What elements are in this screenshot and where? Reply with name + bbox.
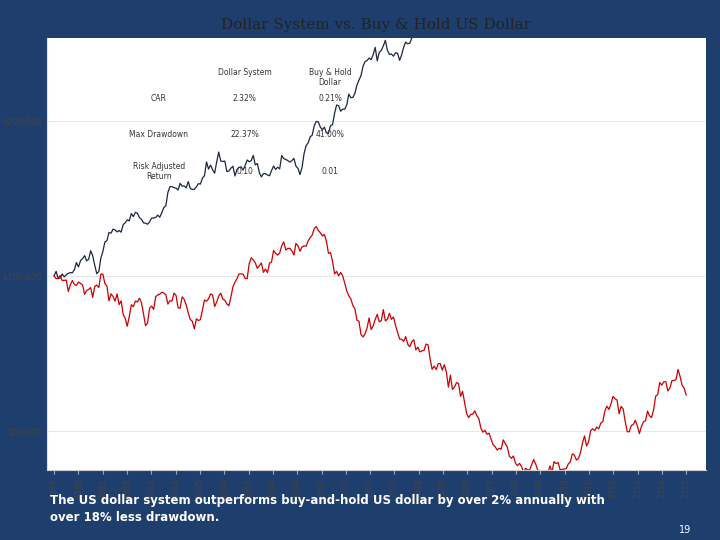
- Text: 22.37%: 22.37%: [230, 131, 258, 139]
- Text: 19: 19: [679, 524, 691, 535]
- Text: Risk Adjusted
Return: Risk Adjusted Return: [132, 162, 185, 181]
- Text: 0.21%: 0.21%: [318, 94, 342, 103]
- Title: Dollar System vs. Buy & Hold US Dollar: Dollar System vs. Buy & Hold US Dollar: [221, 18, 531, 32]
- Text: 2.32%: 2.32%: [233, 94, 256, 103]
- Text: 0.10: 0.10: [236, 167, 253, 176]
- Text: 0.01: 0.01: [322, 167, 338, 176]
- Text: Max Drawdown: Max Drawdown: [130, 131, 189, 139]
- Text: CAR: CAR: [151, 94, 167, 103]
- Text: Dollar System: Dollar System: [217, 68, 271, 77]
- Text: The US dollar system outperforms buy-and-hold US dollar by over 2% annually with: The US dollar system outperforms buy-and…: [50, 494, 606, 524]
- Text: 41.00%: 41.00%: [315, 131, 345, 139]
- Text: Buy & Hold
Dollar: Buy & Hold Dollar: [309, 68, 351, 87]
